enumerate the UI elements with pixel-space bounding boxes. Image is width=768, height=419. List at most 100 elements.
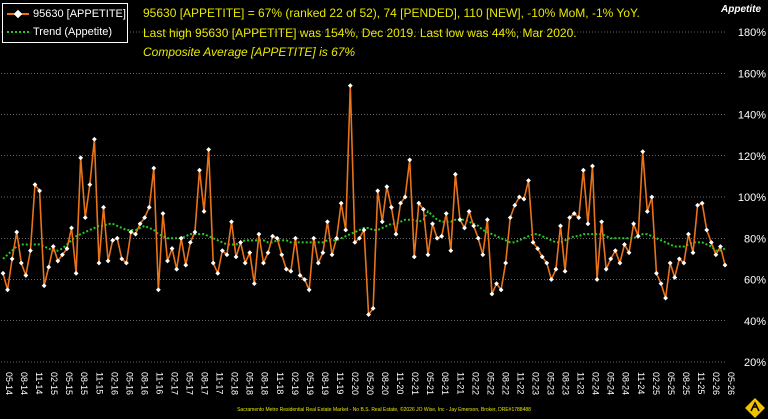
logo-icon [745,398,765,418]
x-tick-label: 05-18 [245,372,255,395]
data-point [553,266,559,272]
data-point [407,157,413,163]
data-point [165,258,170,264]
x-tick-label: 05-26 [726,372,736,395]
y-tick-label: 80% [744,233,766,245]
data-point [654,270,659,276]
data-point [389,204,394,210]
x-tick-label: 11-14 [34,372,44,394]
data-point [87,182,93,188]
stats-line-3: Composite Average [APPETITE] is 67% [143,45,356,59]
data-point [695,202,700,208]
x-tick-label: 02-18 [230,372,240,395]
data-point [174,266,180,272]
data-point [475,235,481,241]
x-tick-label: 02-24 [591,372,601,395]
data-point [434,235,440,241]
data-point [183,262,189,268]
x-tick-label: 11-16 [154,372,164,394]
data-point [489,291,495,297]
data-point [699,200,705,206]
data-point [78,155,84,161]
x-tick-label: 08-15 [79,372,89,395]
data-point [0,270,6,276]
data-point [416,200,422,206]
stats-line-1: 95630 [APPETITE] = 67% (ranked 22 of 52)… [143,6,640,20]
data-point [238,239,244,245]
data-point [82,215,88,221]
data-point [151,165,157,171]
data-point [229,219,234,225]
data-point [503,260,509,266]
x-tick-label: 08-22 [500,372,510,395]
data-point [142,215,148,221]
x-tick-label: 05-17 [185,372,195,395]
data-point [192,229,198,235]
data-point [311,235,317,241]
data-point [18,260,24,266]
data-point [585,221,591,227]
y-tick-label: 160% [738,68,766,80]
legend-swatch-trend [7,31,29,33]
data-point [41,283,47,289]
x-tick-label: 08-23 [561,372,571,395]
data-point [667,260,673,266]
data-point [242,260,248,266]
data-point [233,254,239,260]
y-tick-label: 40% [744,316,766,328]
data-point [206,147,212,152]
data-point [722,262,728,268]
data-point [110,237,116,243]
data-point [283,266,289,272]
stats-line-2: Last high 95630 [APPETITE] was 154%, Dec… [143,26,577,40]
x-tick-label: 05-24 [606,372,616,395]
x-tick-label: 05-25 [666,372,676,395]
data-point [247,250,253,256]
x-tick-label: 02-26 [711,372,721,395]
data-point [293,235,298,241]
data-point [640,149,646,155]
x-tick-label: 05-15 [64,372,74,395]
data-point [361,227,367,233]
data-point [530,239,536,245]
x-tick-label: 05-23 [546,372,556,395]
legend-item-trend: Trend (Appetite) [7,24,112,40]
data-point [516,194,522,200]
data-point [9,256,15,262]
footer-credit: Sacramento Metro Residential Real Estate… [237,407,531,413]
data-point [5,287,10,293]
panel-label: Appetite [721,4,761,15]
data-point [343,227,349,233]
data-point [580,167,586,173]
data-point [169,246,175,251]
data-point [69,225,74,231]
data-point [297,272,303,278]
data-point [23,272,29,278]
data-point [526,178,531,183]
data-point [681,260,687,266]
grid-lines [1,31,727,363]
data-point [430,221,435,227]
appetite-line [2,85,726,317]
x-tick-label: 02-16 [109,372,119,395]
x-tick-label: 08-19 [320,372,330,395]
x-tick-label: 11-15 [94,372,104,394]
data-point [558,223,563,229]
x-tick-label: 05-20 [365,372,375,395]
y-tick-label: 120% [738,151,766,163]
x-tick-label: 08-24 [621,372,631,395]
data-point [261,260,266,266]
data-point [279,252,285,258]
x-tick-label: 11-18 [275,372,285,394]
data-point [617,260,623,266]
data-point [672,275,678,280]
data-point [265,250,271,256]
data-point [599,219,605,225]
data-point [439,233,445,239]
y-tick-label: 140% [738,110,766,122]
data-point [114,235,120,241]
x-tick-label: 05-22 [485,372,495,395]
data-point [160,211,166,216]
x-axis-tick-labels: 05-14 08-14 11-14 02-15 05-15 08-15 11-15 02-16… [4,372,736,395]
data-point [320,250,326,256]
